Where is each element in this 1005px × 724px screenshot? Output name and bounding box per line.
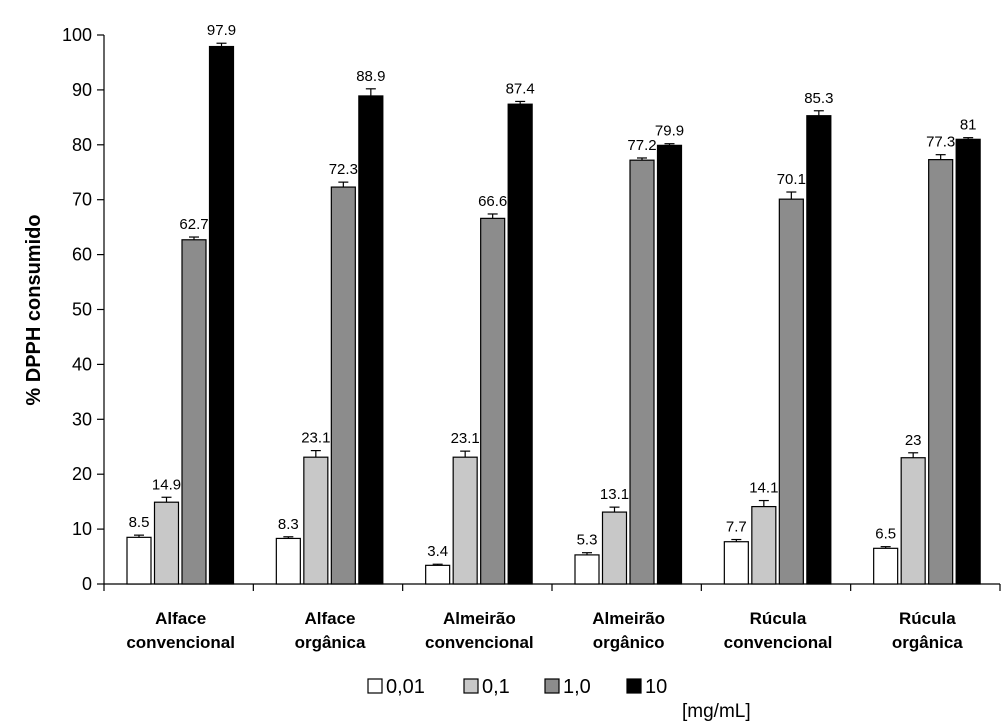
y-tick-label: 0: [82, 574, 92, 594]
data-label: 88.9: [356, 68, 385, 85]
bar: [303, 456, 329, 585]
bar: [275, 537, 301, 585]
bar: [480, 217, 506, 585]
y-tick-label: 90: [72, 80, 92, 100]
bar: [928, 159, 954, 585]
bar: [723, 541, 749, 585]
y-tick-label: 40: [72, 354, 92, 374]
bar: [656, 144, 683, 585]
legend-label: 0,1: [482, 676, 510, 698]
y-tick-label: 10: [72, 519, 92, 539]
category-label: orgânico: [593, 633, 665, 652]
legend-swatch: [463, 678, 479, 694]
data-label: 3.4: [427, 543, 448, 560]
y-tick-label: 60: [72, 245, 92, 265]
category-label: Almeirão: [592, 609, 665, 628]
category-label: convencional: [126, 633, 235, 652]
legend-swatch: [367, 678, 383, 694]
category-label: Alface: [155, 609, 206, 628]
legend-unit-label: [mg/mL]: [682, 701, 751, 722]
category-label: Rúcula: [899, 609, 956, 628]
data-label: 70.1: [777, 171, 806, 188]
data-label: 81: [960, 117, 977, 134]
data-label: 97.9: [207, 22, 236, 39]
bar: [507, 103, 533, 585]
bar: [900, 457, 926, 585]
bar: [629, 159, 655, 585]
bar: [873, 547, 899, 585]
data-label: 85.3: [804, 90, 833, 107]
data-label: 8.5: [129, 514, 150, 531]
bar: [955, 138, 981, 585]
category-label: Rúcula: [750, 609, 807, 628]
data-label: 66.6: [478, 193, 507, 210]
y-tick-label: 50: [72, 300, 92, 320]
y-tick-label: 100: [62, 25, 92, 45]
data-label: 23: [905, 432, 922, 449]
plot-area: 0 10 20 30 40 50 60 70 80 90 100 Alface convencional…: [62, 22, 1001, 652]
y-tick-label: 70: [72, 190, 92, 210]
category-label: convencional: [425, 633, 534, 652]
data-label: 6.5: [875, 526, 896, 543]
legend-label: 1,0: [563, 676, 591, 698]
y-tick-label: 20: [72, 464, 92, 484]
category-label: convencional: [724, 633, 833, 652]
category-label: orgânica: [892, 633, 963, 652]
bar: [425, 564, 451, 585]
category-label: Alface: [304, 609, 355, 628]
bar: [751, 505, 777, 585]
data-label: 13.1: [600, 486, 629, 503]
legend-swatch: [544, 678, 560, 694]
data-label: 23.1: [301, 430, 330, 447]
bar: [574, 554, 600, 585]
bar: [181, 239, 207, 585]
bar: [126, 536, 152, 585]
data-label: 72.3: [329, 161, 358, 178]
y-tick-label: 30: [72, 409, 92, 429]
data-label: 14.9: [152, 476, 181, 493]
data-label: 77.2: [627, 137, 656, 154]
bar: [330, 186, 356, 585]
data-label: 23.1: [451, 430, 480, 447]
bar: [153, 501, 180, 585]
data-label: 87.4: [506, 80, 535, 97]
y-tick-label: 80: [72, 135, 92, 155]
data-label: 8.3: [278, 516, 299, 533]
legend-label: 10: [645, 676, 667, 698]
data-label: 14.1: [749, 480, 778, 497]
bar: [208, 45, 235, 585]
bar: [358, 95, 384, 585]
data-label: 79.9: [655, 123, 684, 140]
data-label: 77.3: [926, 134, 955, 151]
bar: [778, 198, 804, 585]
category-label: orgânica: [295, 633, 366, 652]
legend-label: 0,01: [386, 676, 425, 698]
y-axis-label: % DPPH consumido: [23, 214, 45, 405]
data-label: 62.7: [179, 216, 208, 233]
data-label: 5.3: [577, 532, 598, 549]
category-label: Almeirão: [443, 609, 516, 628]
legend-swatch: [626, 678, 642, 694]
legend: 0,01 0,1 1,0 10: [367, 676, 667, 698]
bar: [806, 115, 832, 585]
data-label: 7.7: [726, 519, 747, 536]
bar: [601, 511, 628, 585]
bar: [452, 456, 478, 585]
